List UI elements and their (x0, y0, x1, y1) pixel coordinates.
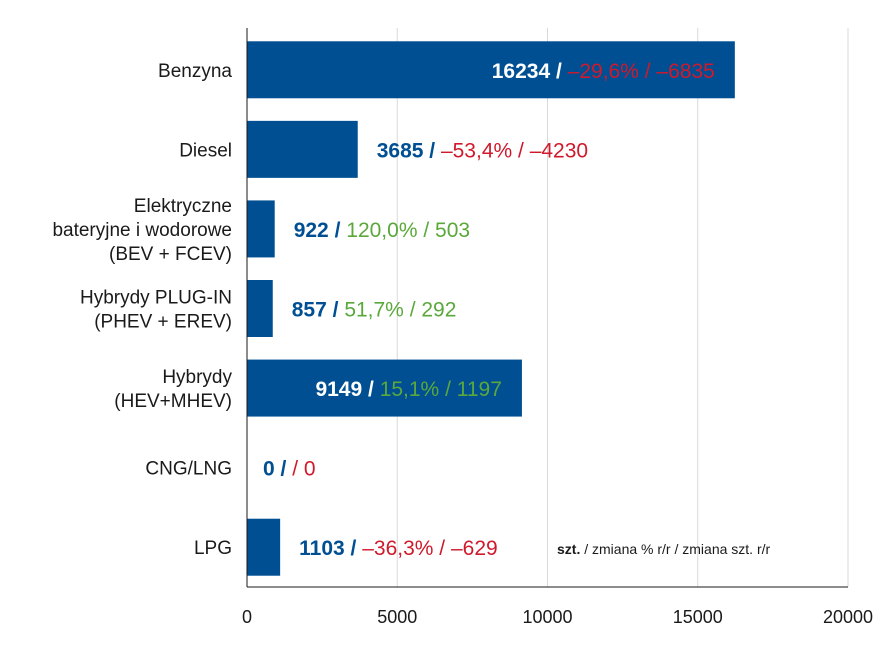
value-change-abs: 1197 (457, 378, 502, 401)
value-separator: / (345, 537, 363, 560)
value-change-pct: –53,4% (441, 139, 512, 162)
value-main: 0 (263, 458, 275, 481)
value-change-pct: –36,3% (362, 537, 433, 560)
x-tick-label: 10000 (522, 607, 572, 627)
value-label: 9149 / 15,1% / 1197 (315, 378, 501, 401)
value-separator: / (327, 299, 345, 322)
value-separator: / (512, 139, 530, 162)
value-separator: / (439, 378, 457, 401)
value-separator: / (362, 378, 380, 401)
category-label: Benzyna (158, 61, 232, 82)
x-tick-label: 0 (242, 607, 252, 627)
legend-note-rest: / zmiana % r/r / zmiana szt. r/r (580, 541, 771, 557)
category-label-line: (BEV + FCEV) (109, 244, 232, 265)
x-tick-label: 5000 (377, 607, 417, 627)
value-separator: / (329, 219, 347, 242)
bar (247, 359, 522, 417)
bar (247, 200, 275, 258)
value-labels: 16234 / –29,6% / –6835 3685 / –53,4% / –4… (263, 60, 715, 560)
value-change-pct: –29,6% (568, 60, 639, 83)
value-change-pct: 51,7% (344, 299, 404, 322)
category-label-line: bateryjne i wodorowe (52, 220, 232, 241)
value-label: 857 / 51,7% / 292 (292, 299, 457, 322)
value-change-abs: 292 (421, 299, 456, 322)
category-label-line: (HEV+MHEV) (114, 391, 232, 412)
value-label: 0 / / 0 (263, 458, 316, 481)
value-separator: / (423, 139, 441, 162)
legend-note: szt. / zmiana % r/r / zmiana szt. r/r (557, 541, 770, 557)
category-label-line: Elektryczne (134, 196, 232, 217)
value-separator: / (292, 458, 304, 481)
value-separator: / (550, 60, 568, 83)
legend-note-bold: szt. (557, 541, 581, 557)
category-label-line: Hybrydy PLUG-IN (80, 288, 232, 309)
x-tick-label: 20000 (823, 607, 873, 627)
x-tick-label: 15000 (673, 607, 723, 627)
category-label: CNG/LNG (145, 459, 232, 480)
bars (247, 41, 735, 576)
bar (247, 120, 358, 178)
value-main: 3685 (377, 139, 424, 162)
value-main: 9149 (315, 378, 362, 401)
value-change-abs: –629 (451, 537, 498, 560)
value-separator: / (433, 537, 451, 560)
value-separator: / (418, 219, 436, 242)
category-label-line: Benzyna (158, 61, 232, 82)
category-label: Elektryczne bateryjne i wodorowe (BEV + FC… (52, 196, 232, 265)
value-label: 3685 / –53,4% / –4230 (377, 139, 588, 162)
value-main: 922 (294, 219, 329, 242)
value-main: 1103 (299, 537, 345, 560)
value-separator: / (639, 60, 657, 83)
value-label: 16234 / –29,6% / –6835 (492, 60, 715, 83)
value-change-abs: –4230 (530, 139, 588, 162)
category-labels: Benzyna Diesel Elektryczne bateryjne i wodo… (52, 61, 232, 559)
value-separator: / (404, 299, 422, 322)
value-change-pct: 120,0% (346, 219, 417, 242)
value-change-abs: 503 (435, 219, 470, 242)
value-change-abs: 0 (304, 458, 316, 481)
value-change-pct: 15,1% (380, 378, 440, 401)
bar (247, 518, 281, 576)
category-label-line: Diesel (179, 140, 232, 161)
bar (247, 280, 273, 337)
value-change-abs: –6835 (656, 60, 714, 83)
category-label: Hybrydy PLUG-IN (PHEV + EREV) (80, 288, 232, 333)
value-main: 16234 (492, 60, 551, 83)
x-axis: 0 5000 10000 15000 20000 (242, 28, 873, 627)
value-separator: / (275, 458, 293, 481)
value-main: 857 (292, 299, 327, 322)
category-label: LPG (194, 538, 232, 559)
grid-lines (396, 28, 849, 587)
value-label: 1103 / –36,3% / –629 (299, 537, 498, 560)
category-label: Diesel (179, 140, 232, 161)
category-label: Hybrydy (HEV+MHEV) (114, 367, 232, 412)
category-label-line: CNG/LNG (145, 459, 232, 480)
bar (247, 41, 735, 99)
category-label-line: Hybrydy (162, 367, 232, 388)
category-label-line: (PHEV + EREV) (94, 312, 232, 333)
value-label: 922 / 120,0% / 503 (294, 219, 470, 242)
category-label-line: LPG (194, 538, 232, 559)
